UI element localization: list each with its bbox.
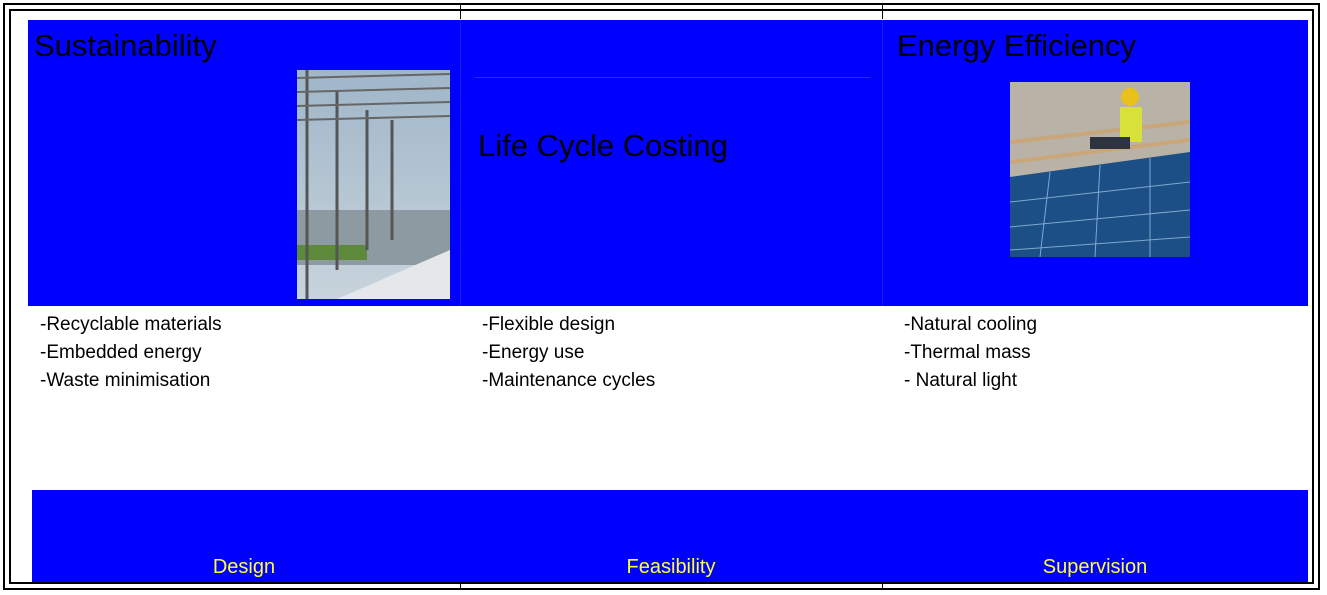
column-footer: Design <box>28 556 460 579</box>
list-item: -Flexible design <box>482 311 615 339</box>
cell-divider <box>882 20 883 306</box>
list-item: -Energy use <box>482 339 584 367</box>
building-photo <box>297 70 450 299</box>
column-title: Sustainability <box>34 28 217 64</box>
divider-tick <box>460 3 461 19</box>
list-item: -Thermal mass <box>904 339 1031 367</box>
column-footer: Supervision <box>882 556 1308 579</box>
list-item: - Natural light <box>904 367 1017 395</box>
page: {"columns": [ {"title": "Sustainability"… <box>0 0 1327 595</box>
list-item: -Waste minimisation <box>40 367 210 395</box>
list-item: -Maintenance cycles <box>482 367 655 395</box>
list-item: -Natural cooling <box>904 311 1037 339</box>
list-item: -Recyclable materials <box>40 311 222 339</box>
column-footer: Feasibility <box>460 556 882 579</box>
list-item: -Embedded energy <box>40 339 202 367</box>
cell-divider <box>460 20 461 306</box>
divider-tick <box>882 3 883 19</box>
rule <box>475 77 870 78</box>
column-title: Energy Efficiency <box>897 28 1136 64</box>
column-title: Life Cycle Costing <box>478 128 728 164</box>
roof-photo <box>1010 82 1190 257</box>
